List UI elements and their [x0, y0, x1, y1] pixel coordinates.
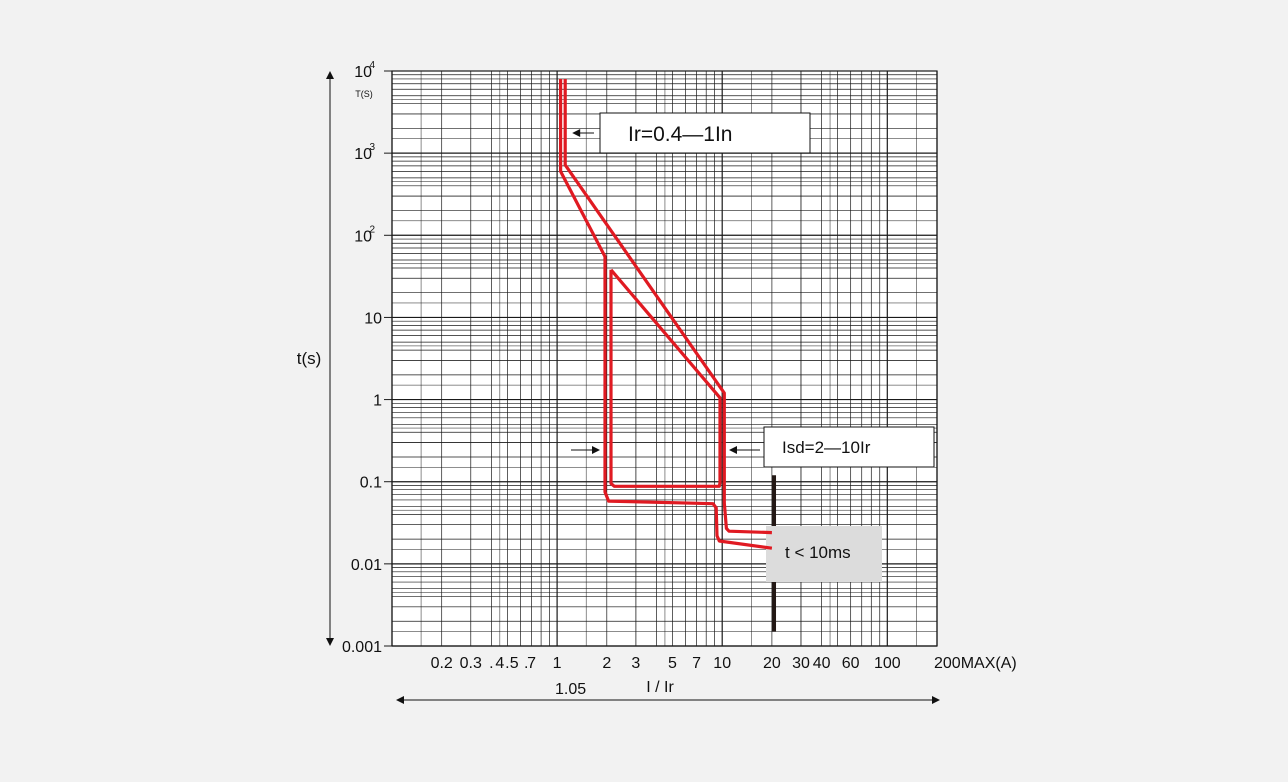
x-tick-label: . [505, 655, 509, 672]
y-tick-label: 10 [364, 310, 382, 327]
annotation-text-time: t < 10ms [785, 543, 851, 562]
annotation-box-ir [599, 112, 811, 154]
annotation-text-ir: Ir=0.4—1In [628, 123, 732, 146]
y-axis-arrow-head-down [326, 638, 334, 646]
x-tick-label: 5 [510, 655, 519, 672]
annotation-box-time [766, 526, 882, 582]
x-tick-label: . [524, 655, 528, 672]
x-tick-label: 0.2 [431, 655, 453, 672]
x-tick-label: 200MAX(A) [934, 655, 1017, 672]
annotation-text-isd: Isd=2—10Ir [782, 438, 871, 457]
x-tick-label: 100 [874, 655, 901, 672]
plot-border [391, 70, 938, 647]
x-extra-label: 1.05 [555, 681, 586, 698]
y-tick-exponent: 3 [369, 142, 375, 153]
trip-curve-line-2 [563, 79, 772, 535]
grid [391, 71, 938, 647]
x-tick-label: 30 [792, 655, 810, 672]
x-tick-label: 7 [692, 655, 701, 672]
trip-curve-line-1 [559, 79, 773, 550]
y-tick-label: 10 [354, 146, 372, 163]
x-tick-label: 7 [527, 655, 536, 672]
y-tick-label: 1 [373, 393, 382, 410]
annotation-arrow-head-ir [572, 129, 581, 137]
x-tick-label: 10 [713, 655, 731, 672]
x-tick-label: 2 [602, 655, 611, 672]
x-tick-label: 60 [842, 655, 860, 672]
annotation-arrow-head-isd [729, 446, 737, 454]
x-tick-label: 0.3 [460, 655, 482, 672]
x-axis-label: I / Ir [646, 679, 674, 696]
y-axis-label: t(s) [297, 349, 322, 368]
x-tick-label: 40 [813, 655, 831, 672]
y-tick-label: 0.1 [360, 475, 382, 492]
x-tick-label: . [489, 655, 493, 672]
annotation-arrow-head-isd-left [592, 446, 600, 454]
x-tick-label: 20 [763, 655, 781, 672]
x-tick-label: 4 [495, 655, 504, 672]
trip-curve-line-3 [609, 268, 722, 488]
y-tick-label: 0.01 [351, 557, 382, 574]
x-tick-label: 5 [668, 655, 677, 672]
y-tick-label: 10 [354, 64, 372, 81]
annotation-box-isd [763, 426, 935, 468]
x-axis-arrow-head-right [932, 696, 940, 704]
y-unit-label: T(S) [355, 89, 373, 99]
y-tick-exponent: 2 [369, 224, 375, 235]
x-axis-arrow-head-left [396, 696, 404, 704]
x-tick-label: 1 [553, 655, 562, 672]
x-tick-label: 3 [631, 655, 640, 672]
y-tick-label: 10 [354, 228, 372, 245]
y-tick-label: 0.001 [342, 639, 382, 656]
y-axis-arrow-head-up [326, 71, 334, 79]
y-tick-exponent: 4 [369, 60, 375, 71]
